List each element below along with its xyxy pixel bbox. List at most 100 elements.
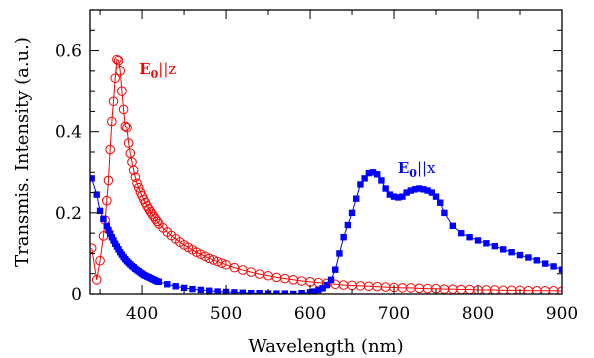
data-point [382,185,389,192]
data-point [378,177,385,184]
data-point [361,175,368,182]
data-point [390,193,398,200]
data-point [115,66,126,76]
data-point [212,256,223,267]
data-point [290,290,297,294]
data-point [90,243,97,253]
data-point [133,182,144,193]
series-line [91,171,562,294]
y-tick-label: 0.2 [55,204,82,224]
ticks-layer [90,9,563,295]
data-point [100,215,107,223]
data-point [164,281,171,288]
data-point [204,253,215,264]
data-point [557,286,562,294]
data-point [516,251,524,259]
data-point [117,86,127,96]
annotation-rest: ||z [158,60,176,78]
data-point [180,284,188,292]
data-point [96,207,104,215]
data-point [407,187,415,194]
x-tick-label: 400 [126,304,158,324]
data-point [105,144,115,155]
data-point [172,283,179,290]
data-point [248,289,255,294]
data-point [110,237,117,244]
annotation-subscript: 0 [409,167,417,180]
data-point [147,209,157,219]
data-point [197,286,205,294]
data-point [91,275,102,285]
data-point [152,216,162,227]
data-point [327,276,335,283]
data-point [145,206,156,217]
data-point [143,204,154,214]
data-point [374,171,381,178]
data-point [130,172,141,182]
data-point [123,138,134,148]
y-axis-title: Transmis. Intensity (a.u.) [12,37,33,267]
series-annotation: E0||x [398,159,436,180]
data-point [441,209,448,217]
data-point [353,195,360,202]
data-point [365,169,373,177]
data-point [281,290,289,294]
data-point [386,191,394,198]
data-point [208,255,219,265]
data-point [221,259,231,270]
data-point [150,214,161,224]
series-layer [90,54,562,294]
data-point [483,240,490,247]
data-point [500,246,507,253]
data-point [105,226,112,234]
y-tick-label: 0.6 [55,42,82,62]
data-point [231,289,238,294]
x-axis-title: Wavelength (nm) [248,336,403,357]
data-point [239,289,247,294]
data-point [155,278,163,286]
data-point [428,189,436,196]
data-point [424,187,431,194]
series-1 [90,169,562,294]
data-point [120,121,131,132]
series-annotation: E0||z [139,60,176,81]
data-point [311,288,318,294]
data-point [108,234,116,241]
data-point [558,266,562,273]
y-tick-label: 0.4 [55,123,82,143]
data-point [399,193,406,200]
data-point [142,201,152,211]
data-point [132,178,142,189]
data-point [122,122,132,133]
data-point [332,266,339,273]
data-point [101,195,112,206]
data-point [315,286,322,294]
annotation-rest: ||x [417,159,436,177]
data-point [437,199,444,206]
data-point [103,222,110,230]
data-point [474,237,482,244]
data-point [118,104,129,115]
data-point [449,222,457,230]
data-point [336,250,343,257]
x-tick-label: 500 [210,304,242,324]
data-point [273,290,280,294]
data-point [112,54,122,65]
data-point [125,148,136,159]
series-line [91,58,562,292]
data-point [214,288,221,294]
x-tick-label: 700 [378,304,410,324]
data-point [110,73,120,83]
data-point [466,234,473,241]
data-point [542,260,549,267]
x-tick-label: 600 [294,304,326,324]
x-tick-label: 900 [546,304,578,324]
data-point [298,289,305,294]
data-point [106,230,114,237]
data-point [323,281,331,289]
data-point [217,258,227,268]
data-point [107,116,117,127]
data-point [420,186,427,193]
data-point [103,175,114,186]
series-0 [90,54,562,294]
